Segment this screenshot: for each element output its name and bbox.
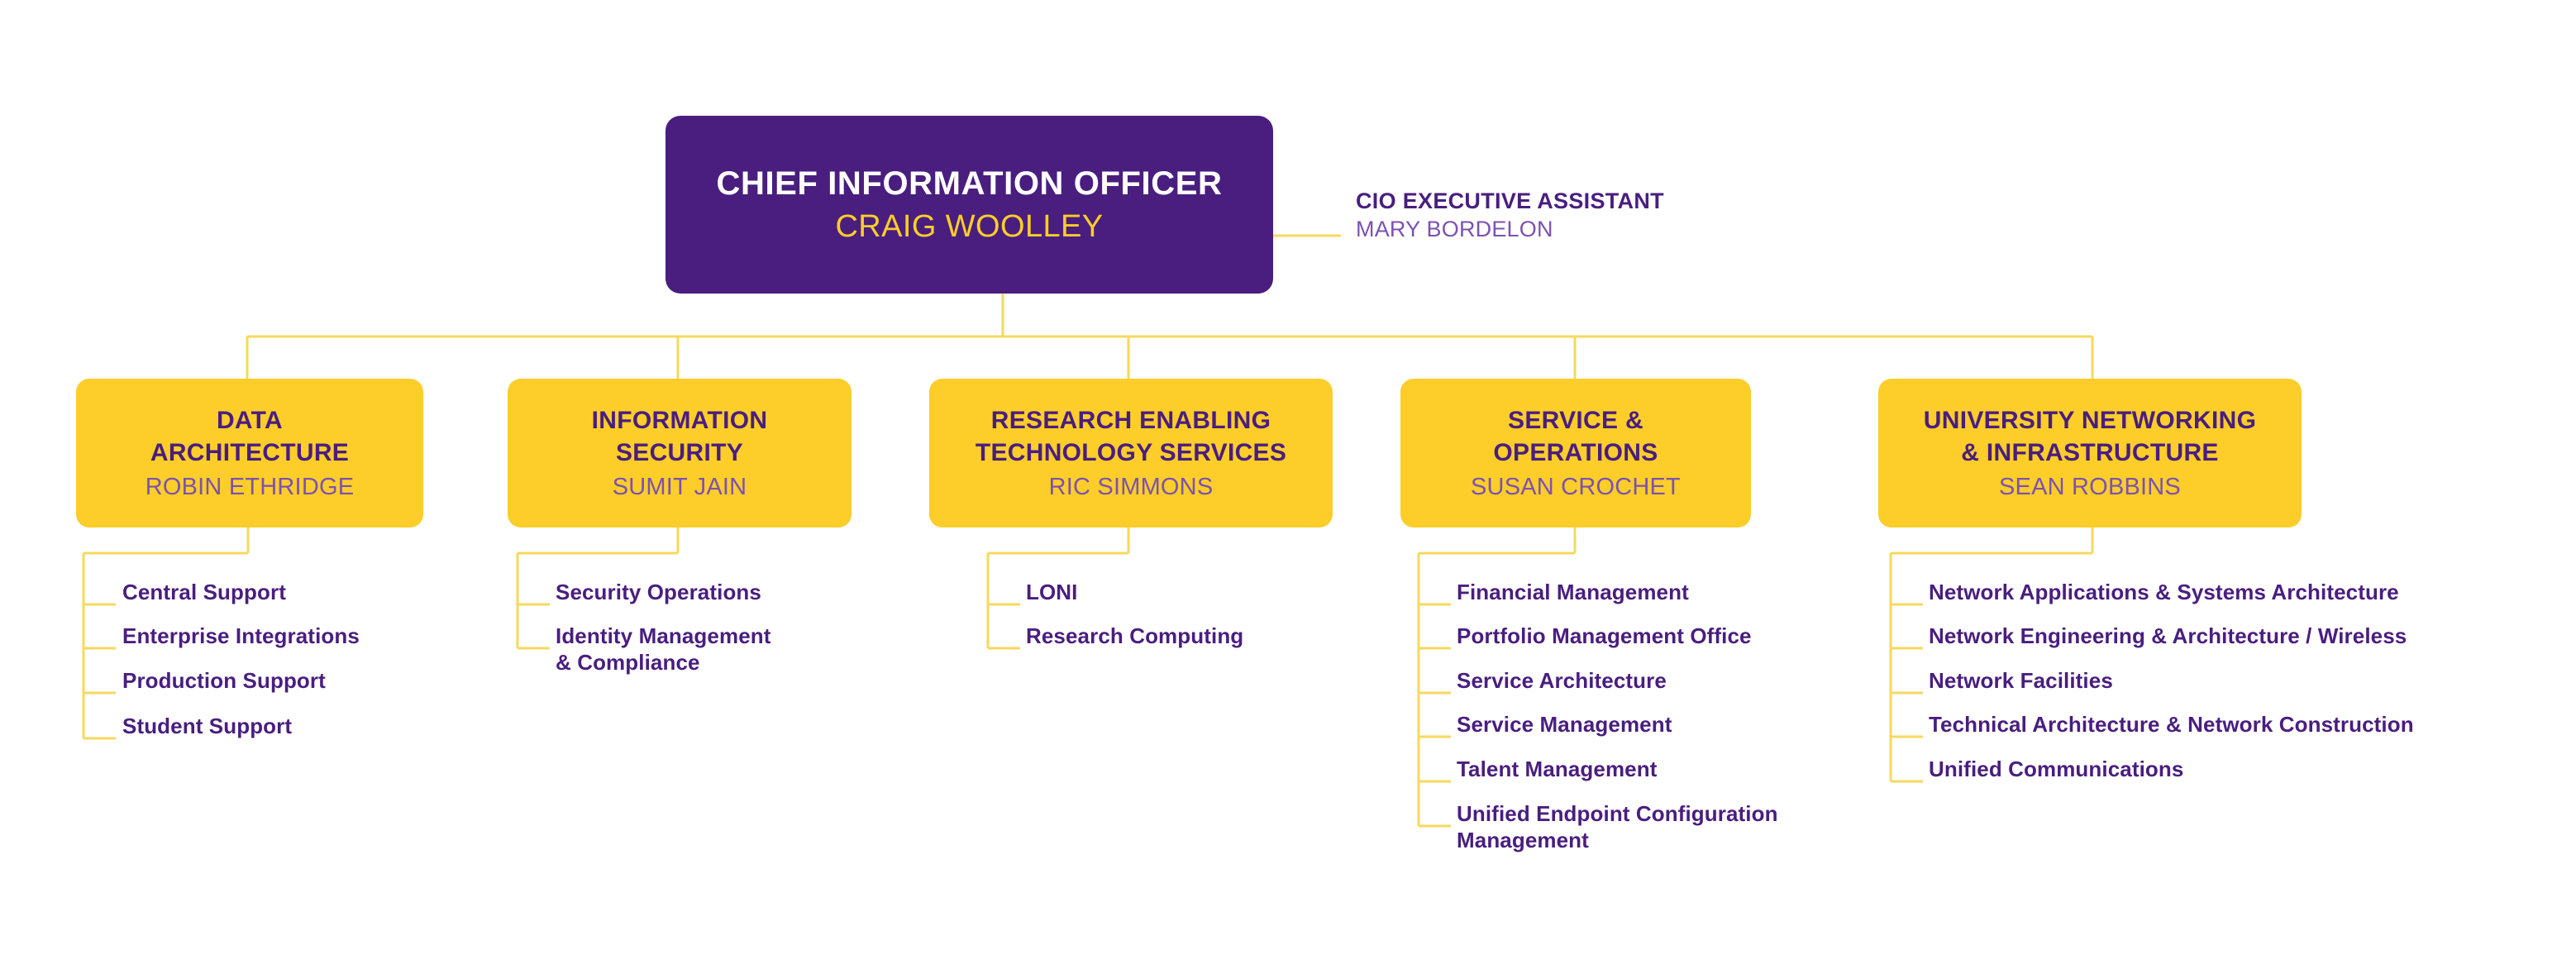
division-person: RIC SIMMONS bbox=[1048, 473, 1214, 500]
division-title-line: OPERATIONS bbox=[1493, 438, 1658, 466]
list-item[interactable]: Unified Communications bbox=[1929, 757, 2184, 781]
node-data-architecture[interactable]: DATA ARCHITECTURE ROBIN ETHRIDGE bbox=[76, 379, 423, 528]
list-item[interactable]: Unified Endpoint Configuration Managemen… bbox=[1457, 801, 1778, 852]
division-title-line: SECURITY bbox=[615, 438, 744, 466]
list-item[interactable]: Portfolio Management Office bbox=[1457, 623, 1752, 648]
list-item[interactable]: Identity Management & Compliance bbox=[556, 623, 771, 675]
division-title-line: UNIVERSITY NETWORKING bbox=[1923, 406, 2257, 434]
list-item[interactable]: Financial Management bbox=[1457, 580, 1689, 604]
list-item[interactable]: Student Support bbox=[122, 714, 293, 738]
list-item[interactable]: Network Engineering & Architecture / Wir… bbox=[1929, 623, 2407, 648]
node-cio-executive-assistant[interactable]: CIO EXECUTIVE ASSISTANT MARY BORDELON bbox=[1356, 188, 1664, 243]
division-title-line: & INFRASTRUCTURE bbox=[1961, 438, 2219, 466]
list-item[interactable]: Service Architecture bbox=[1457, 668, 1667, 693]
node-university-networking-and-infrastructure[interactable]: UNIVERSITY NETWORKING & INFRASTRUCTURE S… bbox=[1878, 379, 2302, 528]
root-title: CHIEF INFORMATION OFFICER bbox=[716, 165, 1223, 202]
list-item[interactable]: Network Facilities bbox=[1929, 668, 2113, 693]
node-research-enabling-technology-services[interactable]: RESEARCH ENABLING TECHNOLOGY SERVICES RI… bbox=[929, 379, 1333, 528]
assistant-title: CIO EXECUTIVE ASSISTANT bbox=[1356, 189, 1664, 213]
division-person: SUSAN CROCHET bbox=[1471, 473, 1681, 500]
division-title-line: SERVICE & bbox=[1508, 406, 1643, 434]
root-person: CRAIG WOOLLEY bbox=[835, 208, 1104, 244]
list-item[interactable]: Service Management bbox=[1457, 712, 1672, 737]
division-title-line: ARCHITECTURE bbox=[150, 438, 350, 466]
list-item[interactable]: LONI bbox=[1026, 580, 1078, 604]
division-title-line: RESEARCH ENABLING bbox=[990, 406, 1271, 434]
node-information-security[interactable]: INFORMATION SECURITY SUMIT JAIN bbox=[508, 379, 852, 528]
list-item[interactable]: Talent Management bbox=[1457, 757, 1658, 781]
division-title-line: INFORMATION bbox=[591, 406, 768, 434]
list-item[interactable]: Enterprise Integrations bbox=[122, 623, 360, 648]
node-chief-information-officer[interactable]: CHIEF INFORMATION OFFICER CRAIG WOOLLEY bbox=[665, 116, 1273, 294]
assistant-person: MARY BORDELON bbox=[1356, 217, 1553, 241]
division-title-line: TECHNOLOGY SERVICES bbox=[975, 438, 1287, 466]
division-title-line: DATA bbox=[216, 406, 284, 434]
division-title: UNIVERSITY NETWORKING & INFRASTRUCTURE bbox=[1914, 404, 2266, 469]
list-item[interactable]: Network Applications & Systems Architect… bbox=[1929, 580, 2399, 604]
division-title: DATA ARCHITECTURE bbox=[141, 404, 359, 469]
division-person: SEAN ROBBINS bbox=[1999, 473, 2181, 500]
list-item[interactable]: Production Support bbox=[122, 668, 326, 693]
division-person: SUMIT JAIN bbox=[612, 473, 747, 500]
list-item[interactable]: Technical Architecture & Network Constru… bbox=[1929, 712, 2414, 737]
list-item[interactable]: Central Support bbox=[122, 580, 286, 604]
list-item[interactable]: Security Operations bbox=[556, 580, 761, 604]
division-title: SERVICE & OPERATIONS bbox=[1483, 404, 1667, 469]
list-item[interactable]: Research Computing bbox=[1026, 623, 1244, 648]
division-person: ROBIN ETHRIDGE bbox=[145, 473, 355, 500]
division-title: INFORMATION SECURITY bbox=[582, 404, 778, 469]
node-service-and-operations[interactable]: SERVICE & OPERATIONS SUSAN CROCHET bbox=[1400, 379, 1751, 528]
division-title: RESEARCH ENABLING TECHNOLOGY SERVICES bbox=[966, 404, 1296, 469]
